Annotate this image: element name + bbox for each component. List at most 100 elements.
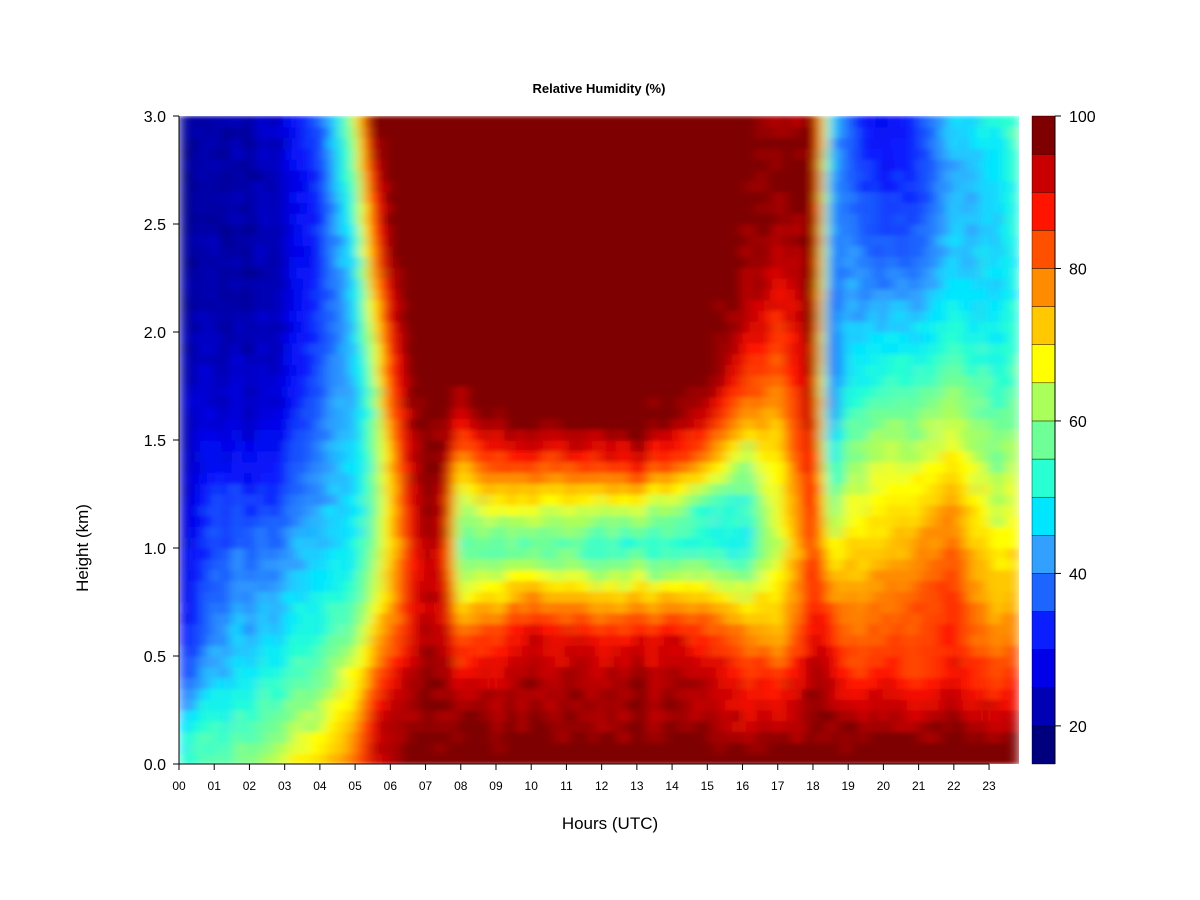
heatmap-cell [357, 731, 362, 743]
heatmap-cell [431, 396, 436, 409]
heatmap-cell [256, 159, 261, 171]
heatmap-cell [361, 148, 366, 160]
heatmap-cell [298, 494, 303, 506]
heatmap-cell [462, 450, 467, 463]
heatmap-cell [357, 558, 362, 571]
heatmap-cell [189, 483, 194, 495]
heatmap-cell [193, 548, 198, 560]
heatmap-cell [256, 699, 261, 711]
heatmap-cell [354, 386, 359, 398]
heatmap-cell [389, 699, 394, 711]
heatmap-cell [270, 580, 275, 592]
heatmap-cell [224, 515, 229, 527]
heatmap-cell [319, 170, 324, 182]
heatmap-cell [445, 191, 450, 203]
heatmap-cell [396, 645, 401, 657]
heatmap-cell [441, 267, 446, 279]
heatmap-cell [392, 666, 397, 679]
heatmap-cell [371, 612, 376, 625]
heatmap-cell [340, 710, 345, 722]
heatmap-cell [245, 504, 250, 517]
heatmap-cell [466, 710, 471, 722]
heatmap-cell [238, 558, 243, 571]
heatmap-cell [207, 137, 212, 149]
heatmap-cell [431, 137, 436, 149]
heatmap-cell [424, 645, 429, 657]
heatmap-cell [392, 278, 397, 290]
heatmap-cell [378, 753, 383, 764]
heatmap-cell [273, 688, 278, 700]
heatmap-cell [410, 375, 415, 387]
heatmap-cell [273, 634, 278, 646]
heatmap-cell [361, 267, 366, 279]
heatmap-cell [266, 666, 271, 679]
heatmap-cell [308, 148, 313, 160]
heatmap-cell [371, 450, 376, 463]
heatmap-cell [193, 429, 198, 441]
heatmap-cell [231, 450, 236, 463]
heatmap-cell [424, 375, 429, 387]
heatmap-cell [378, 537, 383, 549]
heatmap-cell [189, 602, 194, 614]
heatmap-cell [200, 666, 205, 679]
heatmap-cell [368, 202, 373, 214]
heatmap-cell [329, 612, 334, 625]
heatmap-cell [210, 753, 215, 764]
heatmap-cell [249, 742, 254, 754]
heatmap-cell [315, 116, 320, 128]
heatmap-cell [179, 580, 184, 592]
heatmap-cell [301, 299, 306, 311]
heatmap-cell [179, 569, 184, 581]
heatmap-cell [459, 191, 464, 203]
heatmap-cell [354, 461, 359, 473]
heatmap-cell [375, 202, 380, 214]
heatmap-cell [434, 548, 439, 560]
heatmap-cell [445, 688, 450, 700]
heatmap-cell [193, 731, 198, 743]
heatmap-cell [231, 731, 236, 743]
heatmap-cell [221, 267, 226, 279]
heatmap-cell [280, 148, 285, 160]
heatmap-cell [312, 191, 317, 203]
heatmap-cell [466, 677, 471, 689]
heatmap-cell [424, 224, 429, 236]
heatmap-cell [427, 278, 432, 290]
heatmap-cell [375, 375, 380, 387]
heatmap-cell [263, 472, 268, 484]
heatmap-cell [424, 386, 429, 398]
heatmap-cell [336, 299, 341, 311]
heatmap-cell [235, 418, 240, 430]
heatmap-cell [329, 148, 334, 160]
heatmap-cell [417, 170, 422, 182]
heatmap-cell [298, 396, 303, 409]
heatmap-cell [182, 494, 187, 506]
heatmap-cell [357, 224, 362, 236]
heatmap-cell [445, 364, 450, 376]
heatmap-cell [200, 515, 205, 527]
heatmap-cell [389, 429, 394, 441]
heatmap-cell [410, 191, 415, 203]
heatmap-cell [455, 353, 460, 365]
heatmap-cell [273, 137, 278, 149]
heatmap-cell [350, 126, 355, 139]
heatmap-cell [452, 180, 457, 193]
heatmap-cell [361, 234, 366, 247]
heatmap-cell [270, 299, 275, 311]
heatmap-cell [455, 623, 460, 635]
heatmap-cell [280, 396, 285, 409]
heatmap-cell [186, 224, 191, 236]
heatmap-cell [413, 202, 418, 214]
heatmap-cell [256, 591, 261, 603]
heatmap-cell [235, 202, 240, 214]
heatmap-cell [371, 720, 376, 733]
heatmap-cell [438, 602, 443, 614]
heatmap-cell [235, 472, 240, 484]
heatmap-cell [319, 666, 324, 679]
heatmap-cell [273, 742, 278, 754]
heatmap-cell [179, 267, 184, 279]
heatmap-cell [350, 148, 355, 160]
heatmap-cell [466, 558, 471, 571]
heatmap-cell [210, 224, 215, 236]
heatmap-cell [228, 612, 233, 625]
heatmap-cell [382, 440, 387, 452]
